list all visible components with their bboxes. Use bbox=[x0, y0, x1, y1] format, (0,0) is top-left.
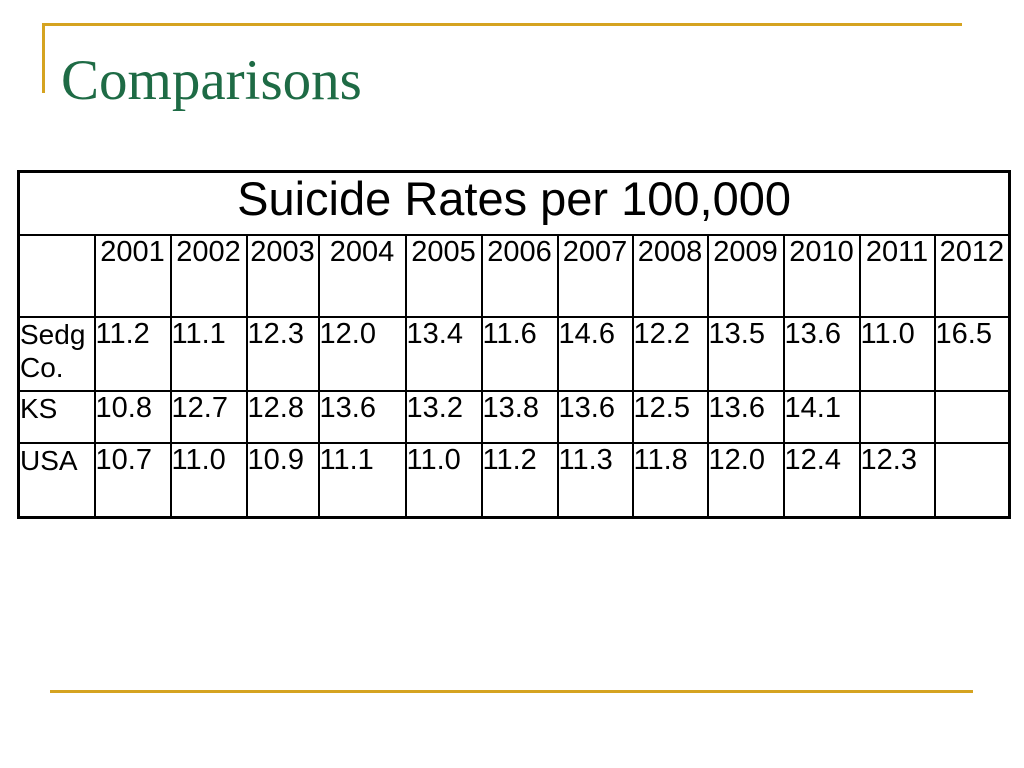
year-header: 2003 bbox=[245, 233, 320, 318]
data-cell: 12.3 bbox=[245, 315, 320, 392]
data-cell: 12.3 bbox=[858, 441, 936, 519]
data-cell: 13.2 bbox=[404, 389, 483, 444]
year-header: 2012 bbox=[933, 233, 1011, 318]
data-cell: 11.0 bbox=[858, 315, 936, 392]
left-accent-line bbox=[42, 23, 45, 93]
table-row: USA 10.7 11.0 10.9 11.1 11.0 11.2 11.3 1… bbox=[17, 441, 1011, 519]
row-label-ks: KS bbox=[17, 389, 96, 444]
data-cell: 10.7 bbox=[93, 441, 172, 519]
row-label-sedg-co: Sedg Co. bbox=[17, 315, 96, 392]
year-header: 2011 bbox=[858, 233, 936, 318]
year-header: 2010 bbox=[782, 233, 861, 318]
data-cell: 12.2 bbox=[631, 315, 709, 392]
table-row: Sedg Co. 11.2 11.1 12.3 12.0 13.4 11.6 1… bbox=[17, 315, 1011, 392]
data-cell: 11.2 bbox=[93, 315, 172, 392]
data-cell: 13.8 bbox=[480, 389, 559, 444]
suicide-rates-table: Suicide Rates per 100,000 2001 2002 2003… bbox=[17, 170, 1012, 519]
data-cell: 11.1 bbox=[317, 441, 407, 519]
slide-title: Comparisons bbox=[61, 49, 362, 112]
year-header: 2005 bbox=[404, 233, 483, 318]
data-cell: 12.0 bbox=[317, 315, 407, 392]
table-title: Suicide Rates per 100,000 bbox=[17, 170, 1011, 236]
data-cell: 16.5 bbox=[933, 315, 1011, 392]
data-cell: 13.4 bbox=[404, 315, 483, 392]
year-header: 2007 bbox=[556, 233, 634, 318]
year-header: 2002 bbox=[169, 233, 248, 318]
data-cell: 12.5 bbox=[631, 389, 709, 444]
data-cell: 12.7 bbox=[169, 389, 248, 444]
data-cell: 13.6 bbox=[782, 315, 861, 392]
data-cell: 12.0 bbox=[706, 441, 785, 519]
year-header: 2004 bbox=[317, 233, 407, 318]
data-cell bbox=[858, 389, 936, 444]
year-header: 2006 bbox=[480, 233, 559, 318]
year-header: 2009 bbox=[706, 233, 785, 318]
table-row: KS 10.8 12.7 12.8 13.6 13.2 13.8 13.6 12… bbox=[17, 389, 1011, 444]
year-header-row: 2001 2002 2003 2004 2005 2006 2007 2008 … bbox=[17, 233, 1011, 318]
data-cell: 13.6 bbox=[706, 389, 785, 444]
data-cell: 14.6 bbox=[556, 315, 634, 392]
data-cell: 11.0 bbox=[404, 441, 483, 519]
data-cell: 13.5 bbox=[706, 315, 785, 392]
data-cell: 11.8 bbox=[631, 441, 709, 519]
data-cell: 12.4 bbox=[782, 441, 861, 519]
data-cell bbox=[933, 441, 1011, 519]
data-cell bbox=[933, 389, 1011, 444]
data-cell: 12.8 bbox=[245, 389, 320, 444]
bottom-accent-line bbox=[50, 690, 973, 693]
data-cell: 13.6 bbox=[556, 389, 634, 444]
table-title-row: Suicide Rates per 100,000 bbox=[17, 170, 1011, 236]
corner-cell bbox=[17, 233, 96, 318]
year-header: 2001 bbox=[93, 233, 172, 318]
data-cell: 11.1 bbox=[169, 315, 248, 392]
data-cell: 11.0 bbox=[169, 441, 248, 519]
data-cell: 10.9 bbox=[245, 441, 320, 519]
row-label-usa: USA bbox=[17, 441, 96, 519]
data-cell: 13.6 bbox=[317, 389, 407, 444]
year-header: 2008 bbox=[631, 233, 709, 318]
data-cell: 11.3 bbox=[556, 441, 634, 519]
data-cell: 11.6 bbox=[480, 315, 559, 392]
data-cell: 10.8 bbox=[93, 389, 172, 444]
top-accent-line bbox=[42, 23, 962, 26]
data-cell: 11.2 bbox=[480, 441, 559, 519]
data-cell: 14.1 bbox=[782, 389, 861, 444]
